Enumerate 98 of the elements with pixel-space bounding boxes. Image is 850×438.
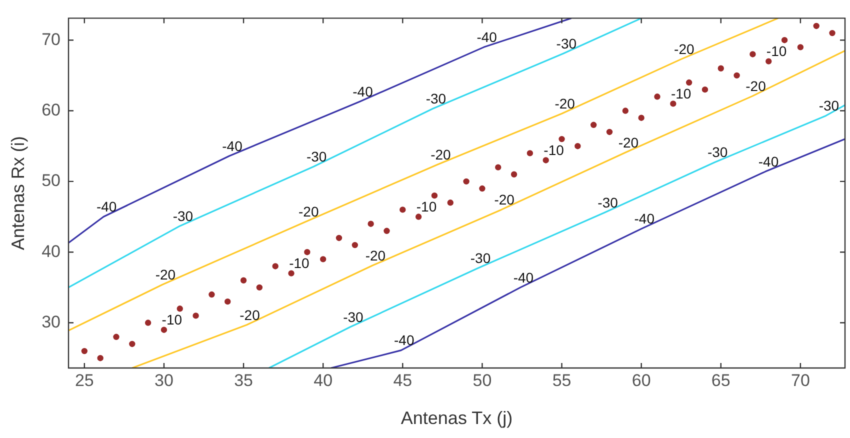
point bbox=[606, 128, 613, 136]
point bbox=[336, 234, 342, 242]
point bbox=[256, 284, 263, 291]
annotation: -10 bbox=[766, 42, 787, 59]
point bbox=[829, 30, 836, 36]
annotation: -40 bbox=[352, 83, 374, 100]
point bbox=[431, 192, 438, 199]
annotation: -40 bbox=[513, 269, 534, 286]
annotation: -40 bbox=[634, 210, 655, 227]
point bbox=[797, 44, 804, 50]
point bbox=[590, 122, 597, 128]
point bbox=[384, 228, 390, 234]
x-tick-label: 70 bbox=[790, 370, 810, 390]
annotation: -30 bbox=[306, 148, 327, 164]
annotation: -20 bbox=[746, 78, 766, 94]
x-tick-label: 50 bbox=[472, 370, 492, 390]
annotation: -30 bbox=[556, 35, 577, 52]
point bbox=[813, 22, 820, 30]
annotation: -30 bbox=[470, 250, 491, 266]
point bbox=[479, 185, 486, 192]
y-tick-label: 60 bbox=[42, 100, 61, 120]
point bbox=[97, 355, 104, 362]
point bbox=[144, 320, 152, 326]
point bbox=[670, 100, 676, 107]
point bbox=[304, 249, 310, 256]
annotation: -10 bbox=[670, 85, 692, 102]
x-axis-title: Antenas Tx (j) bbox=[400, 408, 513, 428]
point bbox=[526, 150, 534, 156]
point bbox=[208, 291, 215, 298]
annotation: -10 bbox=[289, 254, 310, 271]
point bbox=[272, 263, 278, 270]
annotation: -20 bbox=[618, 134, 639, 150]
point bbox=[400, 206, 406, 213]
point bbox=[320, 256, 326, 262]
annotation: -10 bbox=[544, 142, 564, 158]
point bbox=[113, 334, 120, 340]
point bbox=[750, 51, 756, 58]
x-tick-label: 45 bbox=[393, 370, 412, 390]
x-tick-label: 35 bbox=[234, 370, 253, 390]
y-tick-label: 30 bbox=[42, 312, 61, 332]
point bbox=[702, 86, 708, 93]
annotation: -10 bbox=[416, 198, 437, 214]
point bbox=[240, 277, 247, 284]
point bbox=[288, 270, 294, 276]
annotation: -40 bbox=[394, 332, 414, 348]
point bbox=[766, 58, 772, 64]
x-tick-label: 65 bbox=[711, 370, 730, 390]
annotation: -40 bbox=[476, 29, 498, 46]
y-axis-title: Antenas Rx (i) bbox=[8, 136, 28, 250]
y-tick-label: 70 bbox=[42, 30, 61, 49]
point bbox=[129, 340, 136, 348]
annotation: -30 bbox=[426, 90, 446, 107]
annotation: -20 bbox=[554, 95, 576, 112]
annotation: -30 bbox=[598, 194, 618, 210]
point bbox=[192, 312, 199, 319]
x-tick-label: 25 bbox=[74, 370, 94, 390]
y-tick-label: 50 bbox=[42, 171, 61, 190]
annotation: -20 bbox=[298, 204, 319, 220]
point bbox=[447, 200, 454, 206]
point bbox=[638, 114, 644, 121]
point bbox=[574, 143, 581, 150]
x-tick-label: 30 bbox=[154, 370, 174, 390]
point bbox=[654, 94, 660, 100]
x-tick-label: 60 bbox=[632, 370, 651, 390]
annotation: -20 bbox=[494, 192, 515, 208]
annotation: -10 bbox=[162, 312, 182, 328]
point bbox=[558, 136, 565, 142]
point bbox=[686, 79, 692, 86]
annotation: -30 bbox=[343, 308, 364, 325]
point bbox=[368, 220, 374, 227]
y-tick-label: 40 bbox=[42, 242, 61, 261]
point bbox=[352, 242, 358, 248]
annotation: -30 bbox=[172, 208, 194, 224]
annotation: -30 bbox=[818, 98, 840, 114]
annotation: -20 bbox=[155, 266, 176, 282]
annotation: -20 bbox=[240, 306, 260, 323]
x-tick-label: 55 bbox=[552, 370, 572, 390]
point bbox=[463, 178, 470, 185]
point bbox=[542, 157, 549, 164]
point bbox=[781, 37, 788, 44]
point bbox=[622, 108, 629, 114]
point bbox=[734, 72, 740, 79]
annotation: -30 bbox=[707, 144, 728, 160]
annotation: -20 bbox=[674, 41, 694, 58]
annotation: -40 bbox=[222, 138, 243, 154]
annotation: -40 bbox=[96, 198, 117, 215]
point bbox=[176, 306, 183, 312]
point bbox=[224, 298, 231, 305]
point bbox=[160, 326, 168, 333]
annotation: -20 bbox=[430, 146, 452, 162]
annotation: -20 bbox=[365, 247, 386, 264]
annotation: -40 bbox=[758, 153, 779, 170]
point bbox=[718, 65, 724, 72]
x-tick-label: 40 bbox=[314, 370, 333, 390]
point bbox=[81, 348, 88, 354]
point bbox=[415, 214, 422, 220]
point bbox=[510, 171, 518, 178]
point bbox=[495, 164, 502, 170]
